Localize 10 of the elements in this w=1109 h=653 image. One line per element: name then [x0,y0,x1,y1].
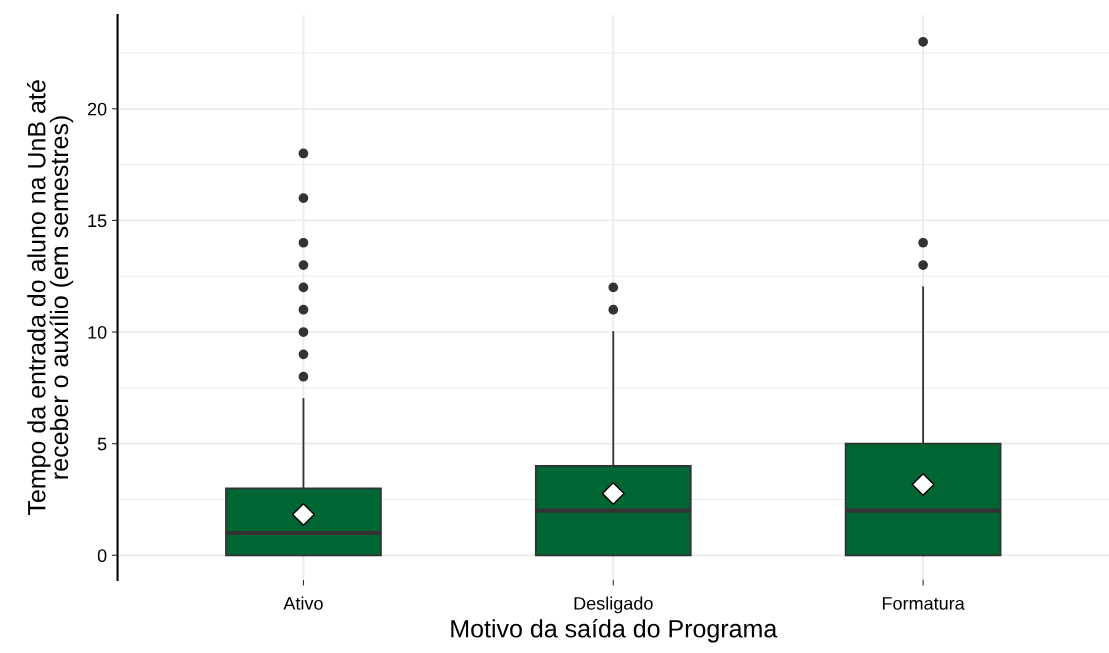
x-tick-label: Ativo [283,596,323,610]
y-tick-label: 10 [88,325,107,339]
x-tick-label: Desligado [574,596,653,614]
y-tick-label: 15 [88,214,107,228]
y-axis-title: Tempo da entrada do aluno na UnB até receber o auxílio (em semestres) [26,80,74,516]
x-tick-label: Formatura [882,597,965,610]
x-axis-title: Motivo da saída do Programa [451,618,778,643]
y-tick-label: 0 [97,549,107,563]
y-tick-label: 20 [87,102,107,116]
y-tick-label: 5 [97,437,107,451]
